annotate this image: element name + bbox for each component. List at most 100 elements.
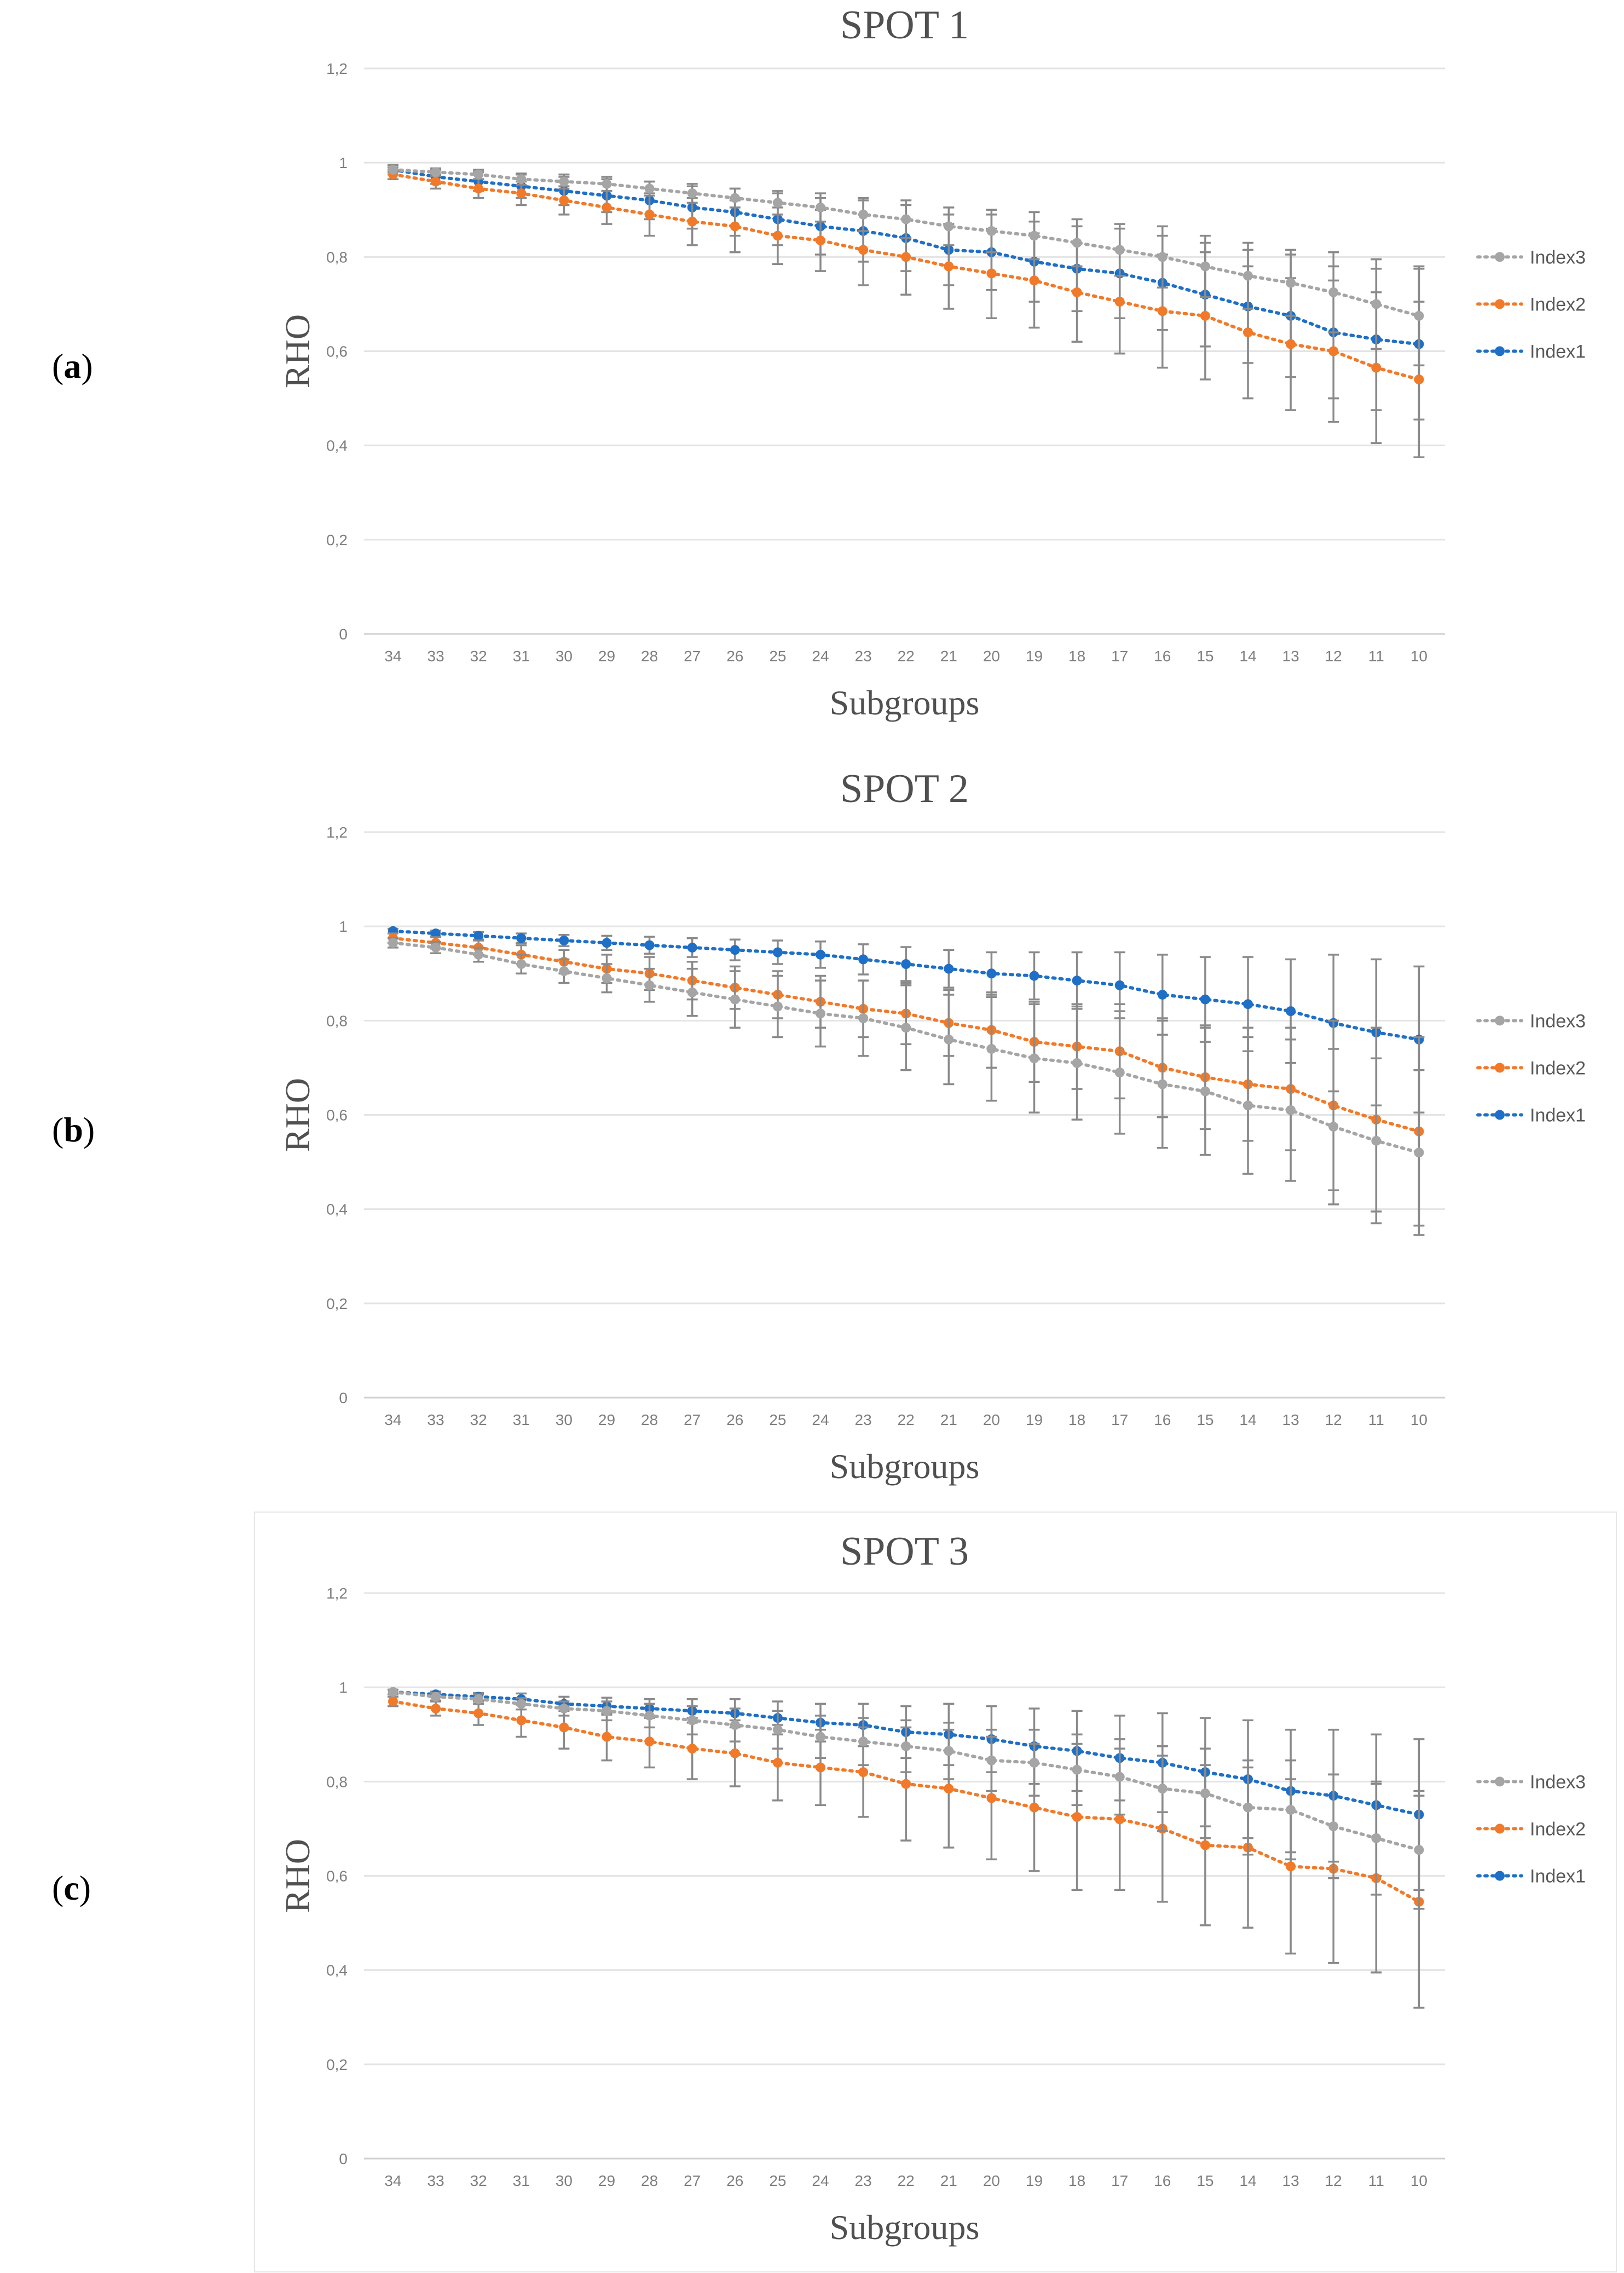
y-tick-label: 0,6 — [326, 1868, 348, 1885]
data-point — [1029, 1757, 1039, 1768]
x-tick-label: 27 — [684, 1411, 701, 1428]
y-axis-title: RHO — [278, 314, 317, 388]
data-point — [858, 1767, 869, 1778]
data-point — [1286, 1861, 1296, 1872]
data-point — [431, 1703, 441, 1714]
legend: Index1 Index2 Index3 — [1476, 1772, 1586, 1887]
data-point — [1072, 1812, 1082, 1822]
data-point — [901, 1779, 911, 1789]
data-point — [1114, 1772, 1125, 1782]
data-point — [559, 176, 569, 187]
data-point — [516, 1715, 527, 1726]
x-tick-label: 33 — [427, 648, 444, 665]
x-tick-label: 14 — [1239, 648, 1256, 665]
x-tick-label: 22 — [898, 1411, 915, 1428]
x-tick-label: 22 — [898, 648, 915, 665]
data-point — [986, 268, 997, 279]
legend-item-index3: Index3 — [1476, 1011, 1586, 1031]
x-tick-label: 26 — [726, 2172, 743, 2189]
data-point — [816, 202, 825, 212]
x-tick-label: 24 — [812, 1411, 829, 1428]
x-tick-label: 10 — [1411, 648, 1427, 665]
y-tick-label: 0,8 — [326, 249, 348, 266]
legend-marker — [1495, 252, 1505, 262]
x-axis-title: Subgroups — [830, 1447, 980, 1486]
data-point — [1200, 261, 1210, 272]
legend-label: Index3 — [1530, 1011, 1586, 1031]
x-tick-label: 32 — [470, 2172, 487, 2189]
x-tick-label: 16 — [1154, 2172, 1171, 2189]
data-point — [901, 959, 911, 970]
x-tick-label: 30 — [556, 648, 573, 665]
data-point — [516, 959, 527, 970]
y-tick-label: 0 — [339, 626, 348, 643]
y-tick-label: 1,2 — [326, 824, 348, 841]
chart-border — [254, 1512, 1617, 2272]
data-point — [473, 1694, 484, 1704]
data-point — [901, 1741, 911, 1751]
legend-item-index2: Index2 — [1476, 1058, 1586, 1078]
data-point — [388, 1687, 398, 1697]
data-point — [816, 235, 825, 246]
data-point — [1243, 999, 1253, 1009]
data-point — [1286, 1006, 1296, 1017]
data-point — [602, 202, 612, 212]
data-point — [1157, 252, 1168, 262]
x-tick-label: 12 — [1325, 1411, 1342, 1428]
panel-label: (b) — [52, 1110, 95, 1149]
data-point — [1286, 339, 1296, 349]
data-point — [1414, 1147, 1424, 1158]
data-point — [687, 1744, 697, 1754]
data-point — [644, 1737, 655, 1747]
data-point — [1243, 270, 1253, 281]
legend-item-index1: Index1 — [1476, 1866, 1586, 1887]
data-point — [516, 933, 527, 943]
x-tick-label: 21 — [940, 1411, 957, 1428]
data-point — [858, 209, 869, 220]
x-tick-label: 30 — [556, 2172, 573, 2189]
x-tick-label: 13 — [1282, 2172, 1299, 2189]
x-tick-label: 29 — [598, 1411, 615, 1428]
data-point — [858, 245, 869, 255]
x-tick-label: 19 — [1026, 648, 1043, 665]
data-point — [816, 1008, 825, 1019]
x-tick-label: 20 — [983, 648, 1000, 665]
x-tick-label: 22 — [898, 2172, 915, 2189]
data-point — [986, 226, 997, 236]
x-tick-label: 23 — [855, 648, 872, 665]
data-point — [1286, 278, 1296, 288]
chart-panel-3: (c) SPOT 3 0 0,2 0,4 0,6 0,8 1 1,2 34 33 32 31 30 29 28… — [52, 1512, 1617, 2272]
x-tick-label: 10 — [1411, 2172, 1427, 2189]
data-point — [858, 1737, 869, 1747]
data-point — [1029, 1053, 1039, 1064]
x-tick-label: 19 — [1026, 2172, 1043, 2189]
x-tick-label: 33 — [427, 2172, 444, 2189]
y-tick-label: 0,2 — [326, 532, 348, 549]
x-tick-label: 31 — [513, 1411, 530, 1428]
data-point — [1029, 275, 1039, 286]
y-tick-label: 0,6 — [326, 1107, 348, 1124]
legend-label: Index3 — [1530, 247, 1586, 268]
data-point — [944, 221, 954, 232]
data-point — [1029, 1802, 1039, 1813]
data-point — [1414, 310, 1424, 321]
chart-panel-1: (a) SPOT 1 0 0,2 0,4 0,6 0,8 1 1,2 34 33 32 31 30 29 28… — [52, 3, 1586, 722]
data-point — [986, 968, 997, 979]
x-tick-label: 18 — [1068, 2172, 1085, 2189]
x-tick-label: 23 — [855, 2172, 872, 2189]
panel-label: (a) — [52, 347, 93, 385]
x-tick-label: 26 — [726, 648, 743, 665]
data-point — [388, 165, 398, 175]
data-point — [816, 1732, 825, 1742]
chart-panels: (a) SPOT 1 0 0,2 0,4 0,6 0,8 1 1,2 34 33 32 31 30 29 28… — [52, 3, 1617, 2272]
data-point — [473, 1708, 484, 1718]
chart-title: SPOT 1 — [840, 3, 969, 48]
data-point — [516, 188, 527, 199]
data-point — [944, 1746, 954, 1756]
x-tick-label: 27 — [684, 2172, 701, 2189]
x-tick-label: 19 — [1026, 1411, 1043, 1428]
data-point — [559, 1722, 569, 1733]
data-point — [559, 935, 569, 945]
y-tick-label: 0,8 — [326, 1012, 348, 1029]
